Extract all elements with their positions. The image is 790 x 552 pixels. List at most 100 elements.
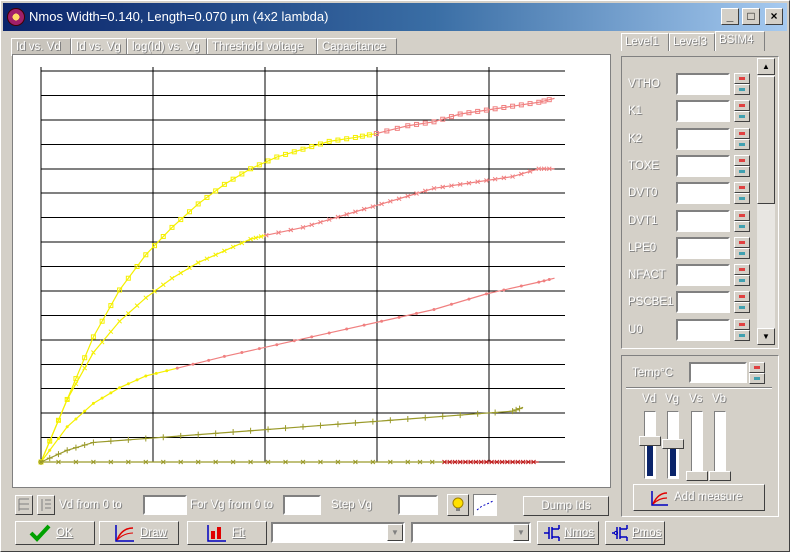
param-spinner[interactable] [734,209,750,232]
scroll-down-button[interactable]: ▼ [757,328,775,345]
slider-vg[interactable] [662,411,684,479]
tab-level3[interactable]: Level3 [669,33,715,51]
tab-id-vs-vd[interactable]: Id vs. Vd [11,38,71,56]
fit-button[interactable]: Fit [187,521,267,545]
temp-up-button[interactable] [749,362,765,373]
param-up-button[interactable] [734,154,750,166]
data-point [518,102,524,108]
app-icon[interactable] [7,8,25,26]
param-spinner[interactable] [734,236,750,259]
temp-down-button[interactable] [749,373,765,384]
close-button[interactable]: × [765,8,783,25]
param-up-button[interactable] [734,182,750,194]
param-input[interactable] [676,154,730,177]
param-down-button[interactable] [734,165,750,177]
temp-input[interactable] [689,362,747,383]
param-up-button[interactable] [734,73,750,84]
minimize-button[interactable]: _ [721,8,739,25]
param-up-button[interactable] [734,264,750,276]
param-down-button[interactable] [734,247,750,259]
param-input[interactable] [676,209,730,232]
slider-knob[interactable] [639,436,661,446]
series-line [40,367,178,463]
device-combo[interactable]: ▼ [411,522,531,543]
param-spinner[interactable] [734,182,750,205]
data-point [352,134,358,140]
param-up-button[interactable] [734,100,750,112]
slider-vs[interactable] [686,411,708,481]
add-measure-button[interactable]: Add measure [633,484,765,511]
data-point [326,217,332,222]
data-point [118,386,122,390]
slider-vd[interactable] [639,411,661,479]
chevron-down-icon[interactable]: ▼ [387,524,403,541]
slider-knob[interactable] [662,439,684,449]
param-up-button[interactable] [734,318,750,330]
scroll-up-button[interactable]: ▲ [757,58,775,75]
scroll-thumb[interactable] [757,76,775,204]
data-point [82,365,88,371]
slider-knob[interactable] [686,471,708,481]
param-input[interactable] [676,291,730,314]
data-point [415,311,419,315]
param-spinner[interactable] [734,154,750,177]
param-down-button[interactable] [734,111,750,123]
ok-button[interactable]: OK [15,521,95,545]
param-spinner[interactable] [734,127,750,150]
param-input[interactable] [676,127,730,150]
reset-zoom-button[interactable] [15,495,33,515]
step-vg-input[interactable] [398,495,438,515]
param-up-button[interactable] [734,127,750,139]
pmos-button[interactable]: Pmos [605,521,665,545]
param-row-vtho: VTHO [628,73,753,97]
param-input[interactable] [676,236,730,259]
param-up-button[interactable] [734,236,750,248]
maximize-button[interactable]: □ [742,8,760,25]
tab-capacitance[interactable]: Capacitance [317,38,397,56]
param-input[interactable] [676,318,730,341]
tab-level1[interactable]: Level1 [621,33,669,51]
param-down-button[interactable] [734,275,750,287]
bulb-button[interactable] [447,494,469,516]
param-spinner[interactable] [734,318,750,341]
legend-button[interactable] [37,495,55,515]
tab-id-vs-vg[interactable]: Id vs. Vg [71,38,127,56]
title-bar[interactable]: Nmos Width=0.140, Length=0.070 µm (4x2 l… [3,3,787,31]
param-label: VTHO [628,78,660,90]
param-down-button[interactable] [734,84,750,95]
param-spinner[interactable] [734,291,750,314]
tab-threshold-voltage[interactable]: Threshold voltage [207,38,317,56]
param-down-button[interactable] [734,302,750,314]
param-down-button[interactable] [734,193,750,205]
tab-log-id-vs-vg[interactable]: log(Id) vs. Vg [127,38,207,56]
param-up-button[interactable] [734,209,750,221]
dump-ids-button[interactable]: Dump Ids [523,496,609,516]
vg-max-input[interactable] [283,495,321,515]
chevron-down-icon[interactable]: ▼ [513,524,529,541]
model-combo[interactable]: ▼ [271,522,405,543]
param-down-button[interactable] [734,329,750,341]
data-point [247,427,254,434]
param-input[interactable] [676,264,730,287]
slider-knob[interactable] [709,471,731,481]
tab-bsim4[interactable]: BSIM4 [715,31,765,51]
param-input[interactable] [676,100,730,123]
param-spinner[interactable] [734,100,750,123]
data-point [396,196,402,202]
data-point [160,234,166,240]
temp-spinner[interactable] [749,362,765,384]
trend-toggle[interactable] [473,494,497,516]
param-input[interactable] [676,73,730,95]
vd-max-input[interactable] [143,495,187,515]
param-spinner[interactable] [734,73,750,95]
param-input[interactable] [676,182,730,205]
nmos-button[interactable]: Nmos [537,521,599,545]
slider-vb[interactable] [709,411,731,481]
param-down-button[interactable] [734,138,750,150]
param-up-button[interactable] [734,291,750,303]
draw-button[interactable]: Draw [99,521,179,545]
params-scrollbar[interactable]: ▲ ▼ [757,58,775,345]
param-spinner[interactable] [734,264,750,287]
param-down-button[interactable] [734,220,750,232]
vg-range-label: For Vg from 0 to [190,499,274,511]
